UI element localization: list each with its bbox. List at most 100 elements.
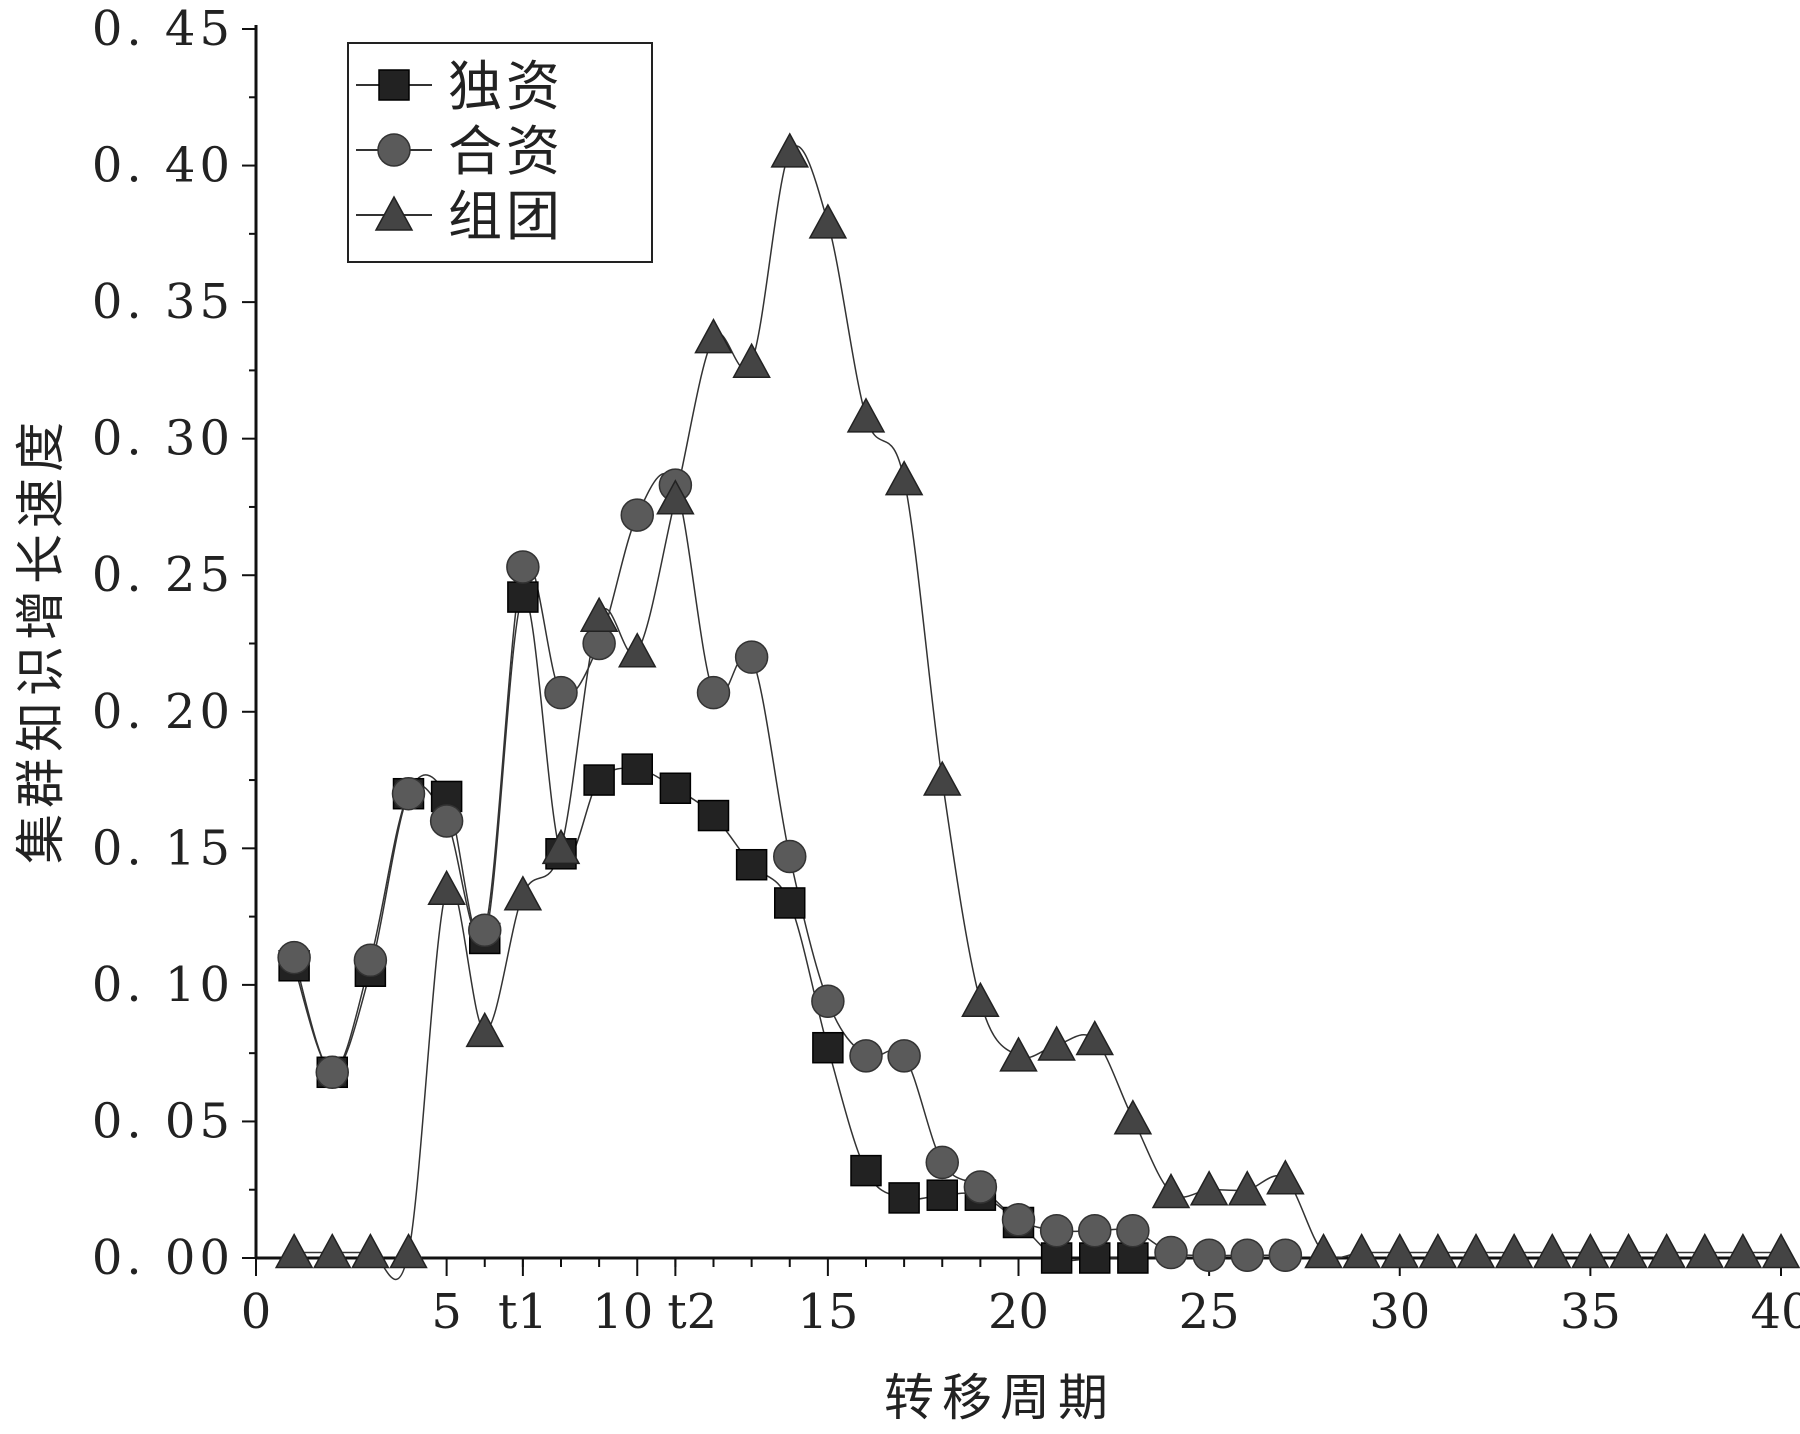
data-point-series-2: [811, 984, 845, 1019]
data-point-series-3: [1571, 1232, 1610, 1269]
y-tick-label: 0. 30: [92, 411, 234, 467]
x-tick-label: t2: [667, 1284, 717, 1340]
x-tick-label: 35: [1560, 1284, 1621, 1340]
data-point-series-3: [1151, 1172, 1191, 1209]
data-point-series-2: [506, 550, 540, 584]
data-point-series-3: [656, 479, 695, 515]
data-point-series-3: [617, 632, 657, 668]
series-lines: [293, 145, 1781, 1281]
data-point-series-1: [888, 1182, 920, 1214]
data-point-series-3: [694, 318, 733, 354]
data-point-series-2: [620, 498, 654, 532]
y-tick-label: 0. 35: [92, 274, 234, 330]
data-point-series-3: [1723, 1232, 1763, 1269]
data-point-series-3: [1227, 1170, 1267, 1206]
data-point-series-3: [922, 760, 962, 796]
data-point-series-1: [621, 753, 653, 785]
data-point-series-3: [961, 981, 1000, 1018]
data-point-series-2: [544, 675, 578, 710]
x-axis-label: 转移周期: [884, 1369, 1116, 1427]
legend-label: 独资: [448, 55, 564, 118]
data-point-series-2: [887, 1039, 921, 1073]
data-point-series-1: [659, 772, 692, 804]
data-point-series-2: [1192, 1238, 1226, 1273]
data-point-series-1: [850, 1154, 882, 1187]
x-tick-label: t1: [498, 1284, 548, 1340]
data-point-series-3: [770, 132, 810, 168]
data-point-series-3: [1418, 1232, 1458, 1269]
data-point-series-3: [503, 875, 543, 911]
data-point-series-2: [925, 1145, 959, 1180]
data-point-series-3: [808, 203, 848, 239]
data-point-series-3: [1075, 1019, 1115, 1056]
y-tick-label: 0. 45: [92, 1, 234, 57]
data-point-series-2: [734, 640, 769, 674]
data-point-series-3: [1304, 1232, 1343, 1269]
y-tick-label: 0. 00: [92, 1230, 234, 1286]
data-point-series-1: [774, 887, 806, 919]
data-point-series-2: [1154, 1235, 1188, 1270]
data-point-series-3: [312, 1232, 352, 1269]
y-tick-label: 0. 15: [92, 820, 234, 876]
y-tick-label: 0. 10: [92, 957, 234, 1013]
data-point-series-1: [1040, 1242, 1073, 1274]
y-tick-label: 0. 40: [92, 138, 234, 194]
data-point-series-3: [1494, 1232, 1534, 1269]
data-point-series-3: [427, 869, 466, 906]
data-point-series-2: [1268, 1238, 1303, 1273]
data-point-series-3: [999, 1036, 1038, 1072]
data-point-series-3: [1456, 1232, 1496, 1269]
data-point-series-1: [735, 848, 768, 881]
data-point-series-2: [963, 1170, 998, 1204]
data-point-series-2: [277, 940, 311, 975]
data-point-series-3: [1380, 1232, 1420, 1269]
data-point-series-2: [582, 626, 616, 661]
data-point-series-1: [926, 1179, 958, 1211]
data-point-series-2: [849, 1039, 883, 1073]
data-point-series-2: [315, 1055, 349, 1090]
data-point-series-3: [1761, 1232, 1800, 1269]
data-point-series-2: [773, 839, 807, 874]
y-tick-label: 0. 05: [92, 1093, 234, 1149]
data-point-series-2: [1230, 1238, 1264, 1273]
x-tick-label: 40: [1750, 1284, 1800, 1340]
data-point-series-3: [351, 1232, 390, 1269]
x-tick-label: 15: [797, 1284, 858, 1340]
y-tick-label: 0. 25: [92, 547, 234, 603]
x-tick-label: 10: [592, 1284, 653, 1340]
data-point-series-3: [1685, 1232, 1725, 1269]
data-point-series-2: [696, 675, 731, 710]
data-point-series-3: [274, 1232, 314, 1269]
data-point-series-3: [884, 460, 924, 496]
data-point-series-3: [1532, 1232, 1572, 1269]
data-point-series-2: [468, 913, 502, 948]
x-tick-label: 20: [988, 1284, 1049, 1340]
data-point-series-3: [465, 1011, 505, 1048]
legend-marker-triangle: [374, 195, 414, 231]
data-point-series-1: [1079, 1242, 1111, 1274]
data-point-series-3: [1342, 1232, 1381, 1269]
legend-marker-square: [378, 69, 410, 101]
data-point-series-3: [1266, 1159, 1305, 1195]
data-point-series-2: [1001, 1203, 1036, 1237]
data-point-series-2: [1116, 1213, 1150, 1248]
data-point-series-1: [583, 764, 615, 796]
legend-label: 合资: [448, 120, 564, 183]
legend-marker-circle: [377, 133, 411, 167]
series-markers: [274, 132, 1800, 1274]
data-point-series-2: [429, 804, 464, 838]
data-point-series-3: [732, 342, 771, 378]
data-point-series-1: [507, 581, 539, 613]
data-point-series-3: [1647, 1232, 1686, 1269]
data-point-series-2: [1039, 1213, 1074, 1248]
data-point-series-3: [1113, 1099, 1153, 1135]
data-point-series-3: [846, 397, 886, 433]
x-tick-label: 25: [1179, 1284, 1240, 1340]
data-point-series-2: [353, 943, 388, 978]
data-point-series-3: [1609, 1232, 1648, 1269]
data-point-series-3: [541, 828, 581, 865]
data-point-series-1: [812, 1031, 844, 1064]
